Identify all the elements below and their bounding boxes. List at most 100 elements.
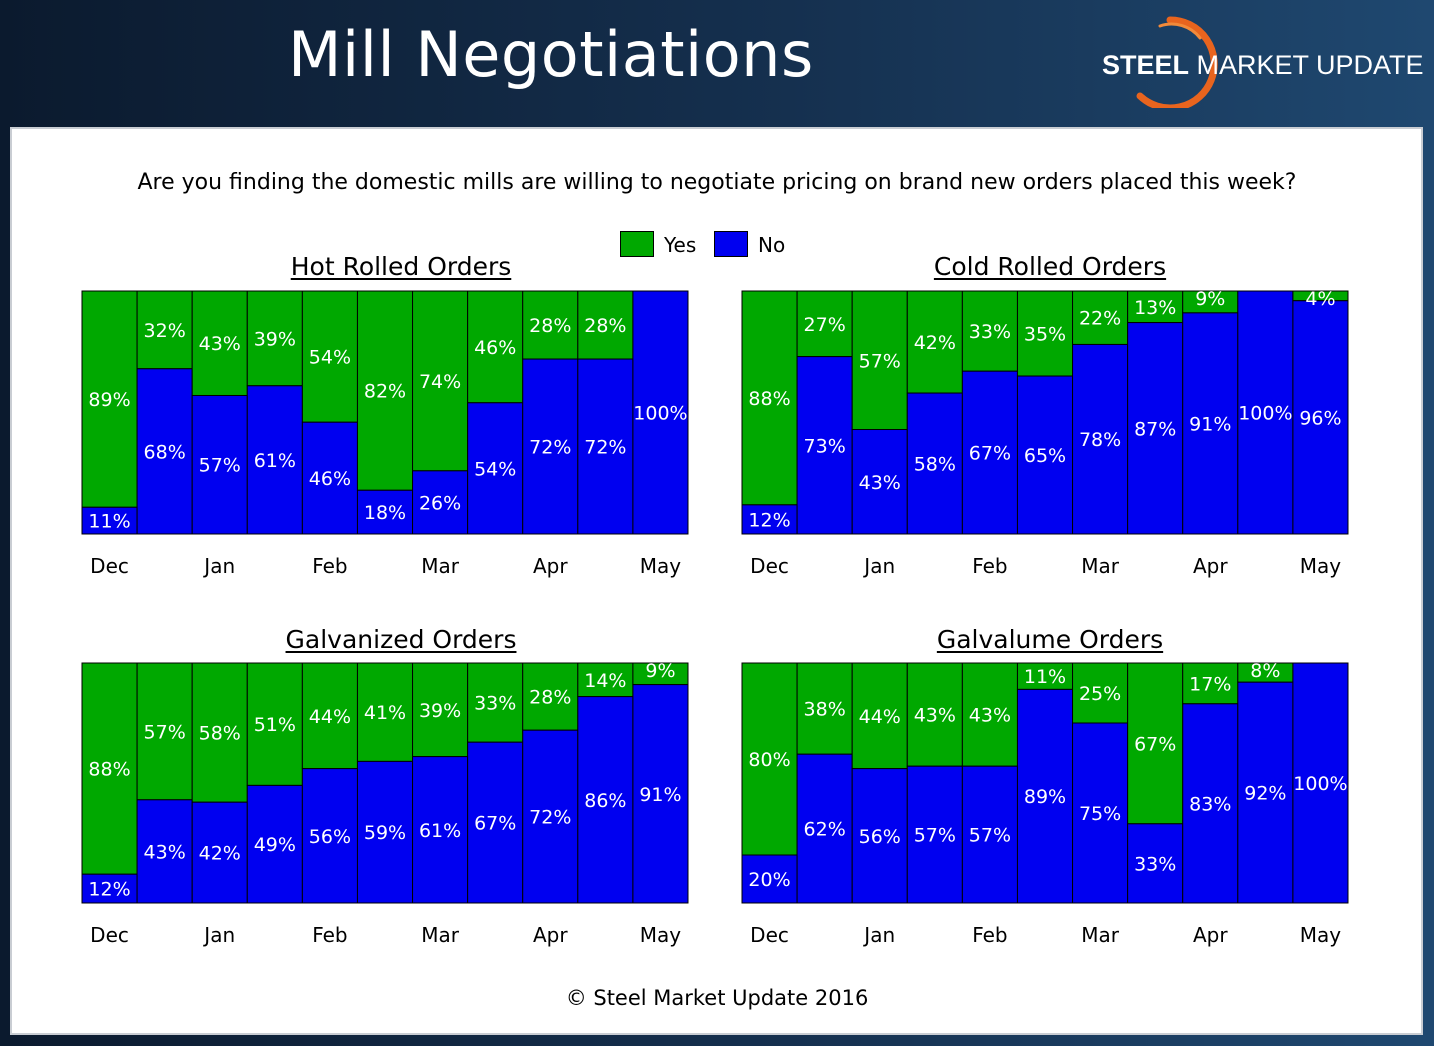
bar-yes [1016, 290, 1074, 377]
data-label-yes: 80% [748, 749, 790, 771]
data-label-yes: 38% [804, 699, 846, 721]
data-label-no: 75% [1079, 803, 1121, 825]
month-label-feb: Feb [312, 923, 348, 947]
bar-yes [81, 662, 138, 875]
data-label-no: 86% [584, 790, 626, 812]
month-label-apr: Apr [1192, 923, 1228, 947]
data-label-no: 54% [474, 458, 516, 480]
data-label-no: 12% [748, 509, 790, 531]
bar-no [412, 756, 469, 904]
data-label-yes: 46% [474, 337, 516, 359]
bar-no [246, 385, 303, 535]
data-label-no: 49% [254, 834, 296, 856]
bar-no [467, 402, 524, 535]
bar-no [522, 358, 579, 535]
data-label-yes: 35% [1024, 324, 1066, 346]
data-label-no: 72% [584, 437, 626, 459]
data-label-yes: 32% [144, 320, 186, 342]
bar-yes [961, 662, 1018, 767]
bar-no [796, 356, 853, 535]
chart-title-galvalume: Galvalume Orders [936, 625, 1164, 654]
bar-no [191, 394, 248, 535]
month-label-may: May [639, 554, 682, 578]
galvanized-chart: 88% 12% 57% 43% 58% 42% 51% 49% 44% 56% 41% 59% 39% 6… [81, 660, 689, 904]
data-label-no: 11% [88, 511, 130, 533]
data-label-no: 83% [1189, 793, 1231, 815]
logo-ring-icon [1136, 16, 1218, 108]
data-label-no: 91% [639, 784, 681, 806]
data-label-yes: 41% [364, 702, 406, 724]
data-label-no: 72% [529, 807, 571, 829]
month-label-apr: Apr [1192, 554, 1228, 578]
data-label-yes: 28% [584, 315, 626, 337]
data-label-yes: 8% [1250, 660, 1280, 682]
survey-question: Are you finding the domestic mills are w… [137, 170, 1297, 195]
data-label-yes: 27% [804, 314, 846, 336]
month-label-feb: Feb [972, 554, 1008, 578]
data-label-no: 43% [859, 472, 901, 494]
data-label-yes: 28% [529, 315, 571, 337]
bar-yes [467, 290, 524, 404]
bar-yes [851, 290, 908, 431]
chart-title-cold-rolled: Cold Rolled Orders [933, 252, 1167, 281]
data-label-yes: 42% [914, 332, 956, 354]
bar-yes [136, 290, 193, 370]
data-label-no: 56% [859, 826, 901, 848]
month-label-mar: Mar [421, 554, 459, 578]
bar-yes [1182, 662, 1239, 705]
bar-no [1237, 290, 1294, 535]
bar-no [356, 489, 414, 535]
data-label-yes: 11% [1024, 666, 1066, 688]
month-label-mar: Mar [1081, 923, 1119, 947]
galvanized-bars: 88% 12% 57% 43% 58% 42% 51% 49% 44% 56% 41% 59% 39% 6… [81, 660, 689, 904]
data-label-no: 92% [1244, 783, 1286, 805]
month-label-dec: Dec [750, 923, 789, 947]
data-label-yes: 25% [1079, 683, 1121, 705]
bar-no [522, 729, 579, 904]
data-label-yes: 58% [199, 723, 241, 745]
bar-no [136, 368, 193, 535]
bar-no [741, 854, 798, 904]
data-label-yes: 54% [309, 347, 351, 369]
data-label-no: 100% [1293, 773, 1347, 795]
legend-swatch-yes [620, 231, 654, 257]
bar-yes [1127, 290, 1184, 324]
month-label-apr: Apr [532, 923, 568, 947]
data-label-no: 46% [309, 468, 351, 490]
bar-yes [1127, 662, 1184, 825]
data-label-no: 57% [914, 825, 956, 847]
bar-no [1182, 312, 1239, 535]
hot-rolled-bars: 89% 11% 32% 68% 43% 57% 39% 61% 54% 46% 82% 18% 74% 2… [81, 290, 689, 535]
data-label-no: 68% [144, 441, 186, 463]
data-label-yes: 4% [1305, 288, 1335, 310]
data-label-yes: 33% [969, 321, 1011, 343]
bar-no [356, 760, 414, 904]
month-label-dec: Dec [90, 923, 129, 947]
bar-no [191, 801, 248, 904]
bar-yes [961, 290, 1018, 372]
data-label-no: 78% [1079, 429, 1121, 451]
month-label-jan: Jan [204, 554, 236, 578]
data-label-yes: 13% [1134, 297, 1176, 319]
data-label-yes: 89% [88, 389, 130, 411]
data-label-no: 12% [88, 879, 130, 901]
data-label-yes: 44% [859, 706, 901, 728]
bar-no [1016, 688, 1074, 904]
data-label-yes: 39% [419, 700, 461, 722]
galvalume-bars: 80% 20% 38% 62% 44% 56% 43% 57% 43% 57% 11% 89% 25% 7… [741, 660, 1349, 904]
data-label-yes: 88% [748, 388, 790, 410]
bar-yes [796, 662, 853, 755]
galvalume-chart: 80% 20% 38% 62% 44% 56% 43% 57% 43% 57% 11% 89% 25% 7… [741, 660, 1349, 904]
logo-text: STEEL MARKET UPDATE [1102, 50, 1424, 81]
bar-no [906, 765, 963, 904]
data-label-no: 57% [199, 455, 241, 477]
chart-title-galvanized: Galvanized Orders [285, 625, 517, 654]
legend-label-yes: Yes [664, 233, 697, 257]
bar-no [1237, 681, 1294, 904]
chart-title-hot-rolled: Hot Rolled Orders [290, 252, 512, 281]
bar-no [246, 784, 303, 904]
bar-yes [301, 662, 358, 770]
data-label-no: 43% [144, 841, 186, 863]
bar-no [796, 753, 853, 904]
bar-no [1292, 662, 1349, 904]
